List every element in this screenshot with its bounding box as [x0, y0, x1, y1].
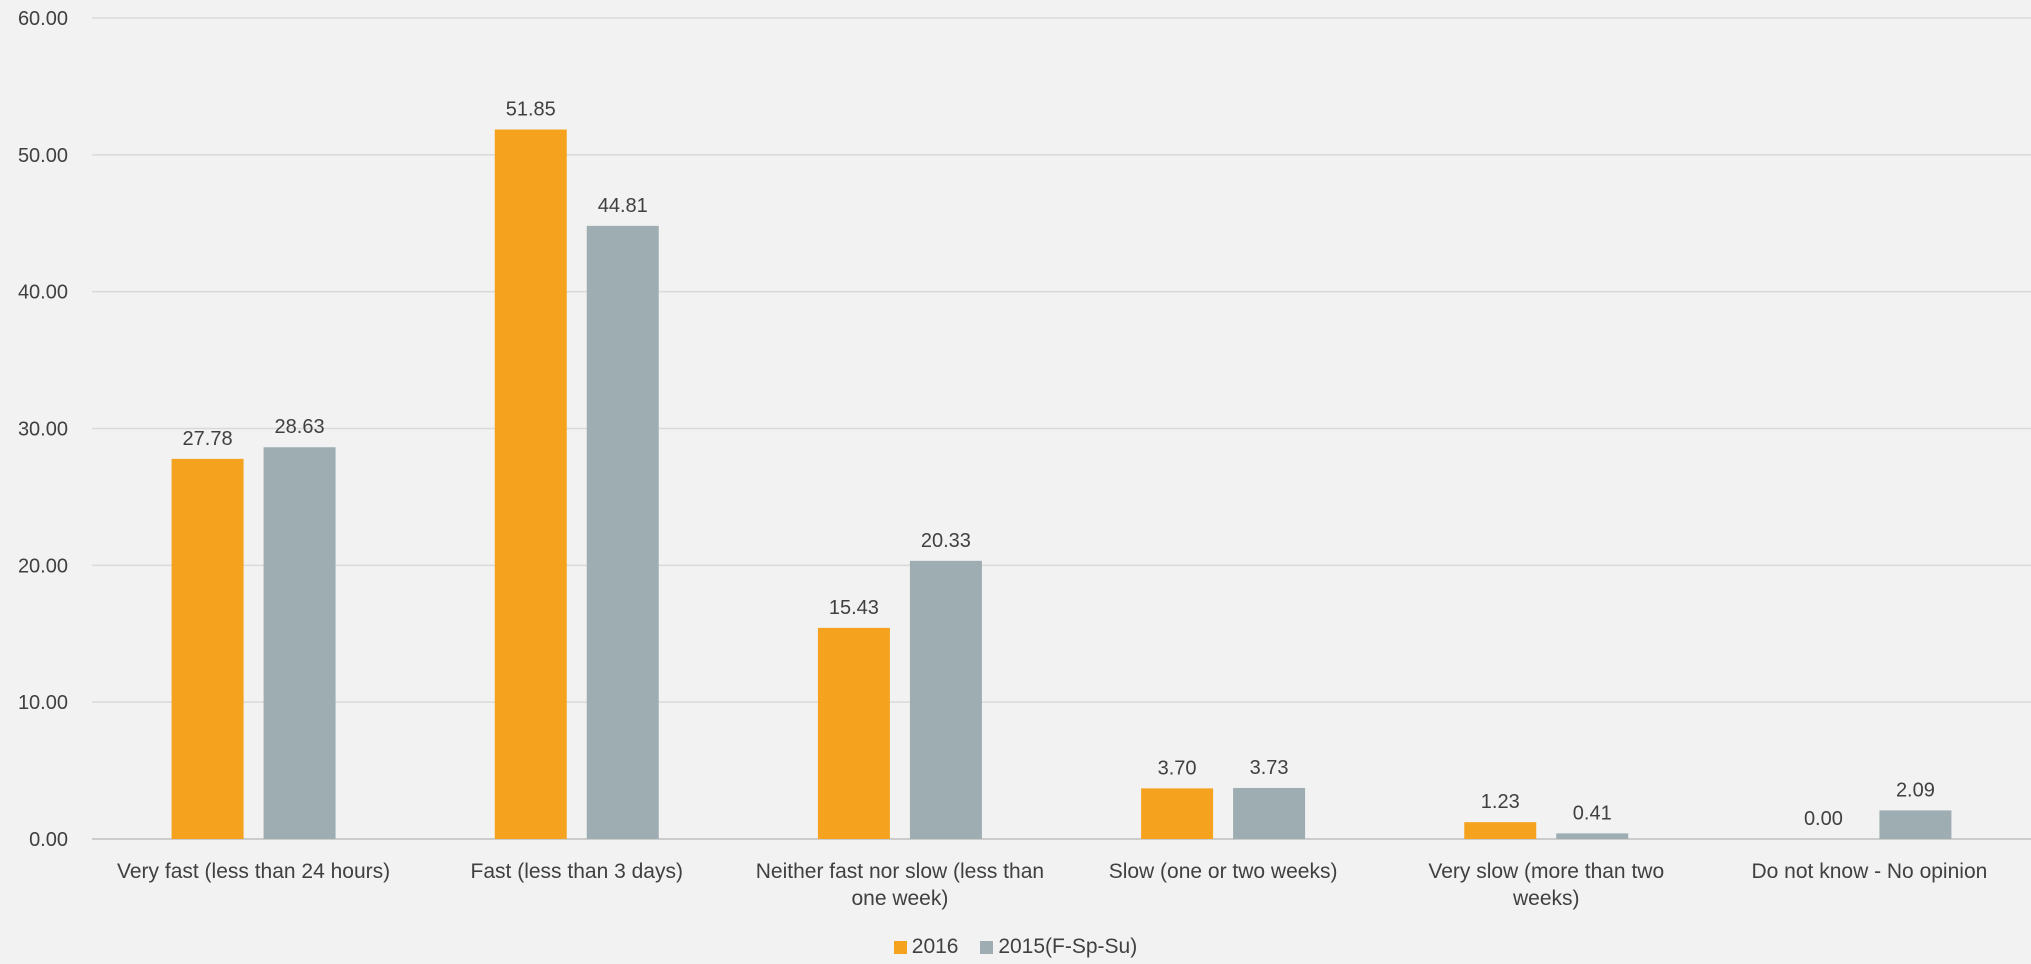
x-category-label: weeks) — [1512, 887, 1580, 910]
data-label: 1.23 — [1481, 791, 1520, 813]
data-label: 2.09 — [1896, 779, 1935, 801]
data-label: 15.43 — [829, 597, 879, 619]
x-category-label: Very fast (less than 24 hours) — [117, 860, 390, 883]
bar-2016-2 — [817, 627, 890, 839]
bar-2016-3 — [1141, 788, 1214, 839]
legend-item-2016: 2016 — [893, 935, 959, 959]
y-tick-label: 20.00 — [18, 555, 68, 577]
bar-2016-0 — [171, 458, 244, 839]
y-tick-label: 0.00 — [29, 829, 68, 851]
x-category-label: Neither fast nor slow (less than — [756, 860, 1044, 883]
data-label: 20.33 — [921, 530, 971, 552]
legend-label-2015: 2015(F-Sp-Su) — [998, 935, 1138, 958]
bar-2015-3 — [1233, 787, 1306, 839]
y-tick-label: 40.00 — [18, 282, 68, 304]
y-tick-label: 60.00 — [18, 8, 68, 30]
bar-2015-2 — [909, 560, 982, 839]
data-label: 51.85 — [506, 99, 556, 121]
bar-2015-5 — [1879, 810, 1952, 839]
legend: 2016 2015(F-Sp-Su) — [0, 935, 2031, 960]
x-category-label: Slow (one or two weeks) — [1109, 860, 1338, 883]
y-tick-label: 50.00 — [18, 145, 68, 167]
legend-item-2015: 2015(F-Sp-Su) — [980, 935, 1137, 959]
data-label: 28.63 — [275, 416, 325, 438]
data-label: 44.81 — [598, 195, 648, 217]
x-category-label: Do not know - No opinion — [1752, 860, 1988, 883]
bar-2015-4 — [1556, 833, 1629, 839]
bar-2016-4 — [1464, 822, 1537, 839]
data-label: 0.41 — [1573, 802, 1612, 824]
bar-2015-0 — [263, 447, 336, 839]
legend-swatch-2015 — [980, 940, 994, 954]
legend-label-2016: 2016 — [911, 935, 959, 958]
x-category-label: Very slow (more than two — [1428, 860, 1664, 883]
data-label: 3.70 — [1158, 757, 1197, 779]
y-tick-label: 30.00 — [18, 419, 68, 441]
y-tick-label: 10.00 — [18, 692, 68, 714]
bar-chart: 0.00 10.00 20.00 30.00 40.00 50.00 60.00 27.78 2… — [18, 8, 2031, 910]
x-category-label: one week) — [851, 887, 948, 910]
bar-2016-1 — [494, 129, 567, 839]
legend-swatch-2016 — [893, 940, 907, 954]
data-label: 3.73 — [1250, 757, 1289, 779]
x-category-label: Fast (less than 3 days) — [471, 860, 683, 883]
data-label: 0.00 — [1804, 808, 1843, 830]
data-label: 27.78 — [183, 428, 233, 450]
bar-2015-1 — [586, 225, 659, 839]
